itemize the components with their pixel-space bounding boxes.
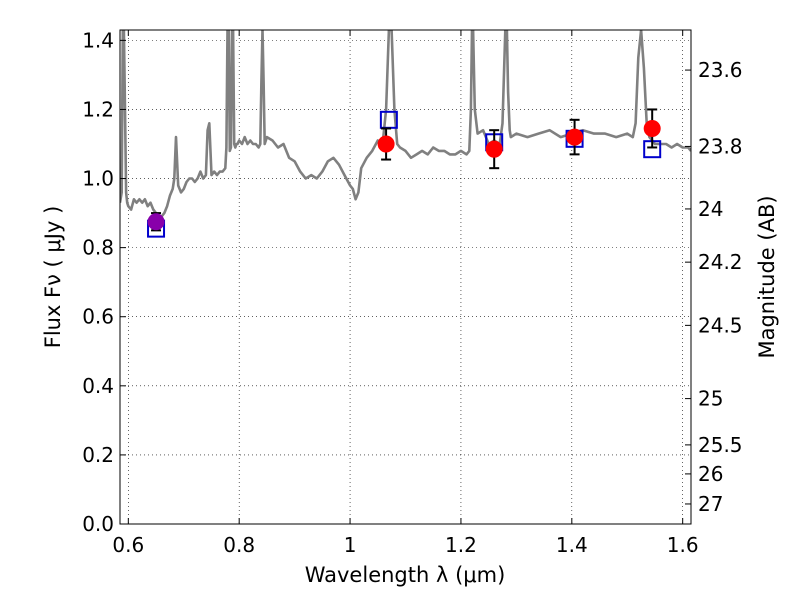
x-tick-label: 0.6 <box>112 533 144 557</box>
ticks-layer <box>120 30 691 525</box>
right-tick-label: 24 <box>698 197 723 221</box>
plot-area <box>120 30 691 524</box>
y-tick-label: 0.0 <box>82 512 114 536</box>
right-tick-label: 23.6 <box>698 58 743 82</box>
tick-labels: 0.6 0.8 1 1.2 1.4 1.6 0.0 0.2 0.4 0.6 0.8 1.0 1.2 1.4… <box>82 28 742 557</box>
x-tick-label: 0.8 <box>223 533 255 557</box>
y-tick-label: 1.0 <box>82 167 114 191</box>
y-tick-label: 0.2 <box>82 443 114 467</box>
y-tick-label: 1.2 <box>82 97 114 121</box>
observed-point <box>643 119 661 137</box>
y-axis-title: Flux Fν ( μJy ) <box>41 206 65 349</box>
x-tick-label: 1.2 <box>445 533 477 557</box>
right-tick-label: 23.8 <box>698 134 743 158</box>
right-tick-label: 24.2 <box>698 250 743 274</box>
right-tick-label: 27 <box>698 492 723 516</box>
observed-optical-point <box>147 213 165 231</box>
observed-point <box>566 128 584 146</box>
right-tick-label: 26 <box>698 462 723 486</box>
y-tick-label: 1.4 <box>82 28 114 52</box>
right-tick-label: 25 <box>698 387 723 411</box>
markers-layer <box>147 108 662 238</box>
model-spectrum-line <box>120 30 691 222</box>
observed-point <box>377 135 395 153</box>
y-tick-label: 0.6 <box>82 305 114 329</box>
observed-point <box>485 140 503 158</box>
x-axis-title: Wavelength λ (μm) <box>305 563 506 587</box>
x-tick-label: 1 <box>344 533 357 557</box>
y-tick-label: 0.8 <box>82 236 114 260</box>
plot-frame <box>119 29 692 525</box>
right-axis-title: Magnitude (AB) <box>755 195 779 358</box>
x-tick-label: 1.6 <box>667 533 699 557</box>
y-tick-label: 0.4 <box>82 374 114 398</box>
x-tick-label: 1.4 <box>556 533 588 557</box>
right-tick-label: 24.5 <box>698 313 743 337</box>
spectrum-layer <box>120 30 691 222</box>
right-tick-label: 25.5 <box>698 433 743 457</box>
